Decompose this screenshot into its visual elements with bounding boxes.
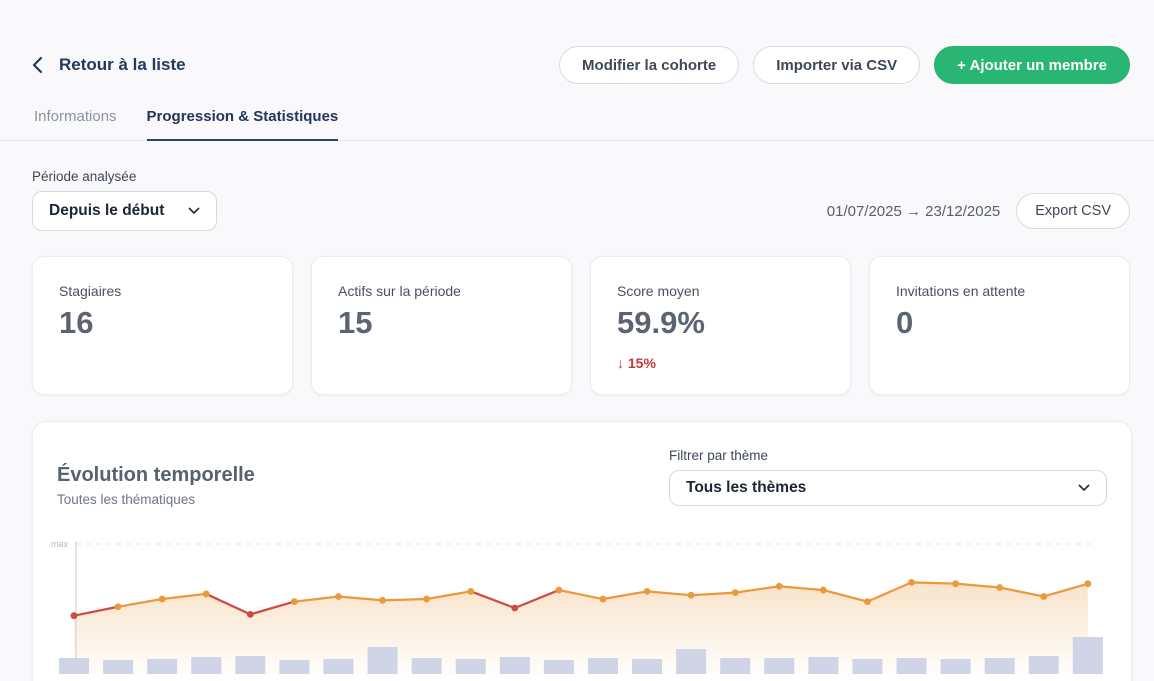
chart-point <box>115 603 122 610</box>
chart-bar <box>852 659 882 674</box>
chart-line-segment <box>383 599 427 600</box>
stat-delta-down: ↓ 15% <box>617 355 824 371</box>
stat-card-actifs: Actifs sur la période 15 <box>311 256 572 395</box>
chart-point <box>423 596 430 603</box>
chart-point <box>1040 593 1047 600</box>
chart-bar <box>500 657 530 674</box>
back-to-list-link[interactable]: Retour à la liste <box>32 55 186 75</box>
chart-point <box>71 612 78 619</box>
chart-bar <box>588 658 618 674</box>
period-select-value: Depuis le début <box>49 202 164 220</box>
chart-bar <box>412 658 442 674</box>
chart-point <box>644 588 651 595</box>
evolution-titles: Évolution temporelle Toutes les thématiq… <box>57 464 255 507</box>
edit-cohort-button[interactable]: Modifier la cohorte <box>559 46 739 84</box>
chart-bar <box>1073 637 1103 674</box>
chart-point <box>203 591 210 598</box>
chart-point <box>952 580 959 587</box>
chart-point <box>600 596 607 603</box>
evolution-chart-svg: max <box>33 534 1132 674</box>
evolution-header: Évolution temporelle Toutes les thématiq… <box>57 448 1107 507</box>
tab-bar: Informations Progression & Statistiques <box>0 108 1154 141</box>
chart-point <box>688 592 695 599</box>
evolution-card: Évolution temporelle Toutes les thématiq… <box>32 421 1132 681</box>
chart-bar <box>897 658 927 674</box>
stat-card-invitations: Invitations en attente 0 <box>869 256 1130 395</box>
period-field: Période analysée Depuis le début <box>32 169 217 231</box>
chevron-left-icon <box>32 56 43 74</box>
stat-card-score-moyen: Score moyen 59.9% ↓ 15% <box>590 256 851 395</box>
tab-progression-statistiques[interactable]: Progression & Statistiques <box>147 108 339 141</box>
chart-line-segment <box>912 582 956 583</box>
chart-bar <box>103 660 133 674</box>
chart-point <box>159 596 166 603</box>
header-actions: Modifier la cohorte Importer via CSV + A… <box>559 46 1130 84</box>
stat-value: 0 <box>896 305 1103 341</box>
chart-bar <box>632 659 662 674</box>
stat-label: Actifs sur la période <box>338 283 545 299</box>
import-csv-button[interactable]: Importer via CSV <box>753 46 920 84</box>
chart-point <box>1084 580 1091 587</box>
chart-point <box>908 579 915 586</box>
stat-card-stagiaires: Stagiaires 16 <box>32 256 293 395</box>
period-select[interactable]: Depuis le début <box>32 191 217 231</box>
chart-bar <box>279 660 309 674</box>
chart-bar <box>676 649 706 674</box>
chart-point <box>467 588 474 595</box>
y-max-label: max <box>51 539 69 549</box>
stat-label: Invitations en attente <box>896 283 1103 299</box>
add-member-button[interactable]: + Ajouter un membre <box>934 46 1130 84</box>
chart-point <box>511 605 518 612</box>
chart-bar <box>191 657 221 674</box>
chart-point <box>555 587 562 594</box>
chart-bar <box>985 658 1015 674</box>
stat-label: Stagiaires <box>59 283 266 299</box>
theme-filter-select[interactable]: Tous les thèmes <box>669 470 1107 506</box>
chart-bar <box>59 658 89 674</box>
chart-bar <box>235 656 265 674</box>
stats-row: Stagiaires 16 Actifs sur la période 15 S… <box>0 256 1154 395</box>
evolution-subtitle: Toutes les thématiques <box>57 492 255 507</box>
chart-bar <box>808 657 838 674</box>
stat-value: 16 <box>59 305 266 341</box>
period-row: Période analysée Depuis le début 01/07/2… <box>0 169 1154 231</box>
tab-informations[interactable]: Informations <box>34 108 117 141</box>
chart-bar <box>941 659 971 674</box>
topbar: Retour à la liste Modifier la cohorte Im… <box>0 0 1154 84</box>
theme-filter-label: Filtrer par thème <box>669 448 1107 463</box>
chart-point <box>820 587 827 594</box>
stat-label: Score moyen <box>617 283 824 299</box>
evolution-title: Évolution temporelle <box>57 464 255 487</box>
chart-bar <box>368 647 398 674</box>
chart-bar <box>323 659 353 674</box>
period-right-group: 01/07/2025 → 23/12/2025 Export CSV <box>827 193 1130 229</box>
chart-bar <box>456 659 486 674</box>
stat-value: 59.9% <box>617 305 824 341</box>
back-label: Retour à la liste <box>59 55 186 75</box>
chart-point <box>379 597 386 604</box>
chart-area-fill <box>74 582 1088 674</box>
chart-point <box>732 589 739 596</box>
chart-bar <box>147 659 177 674</box>
date-range: 01/07/2025 → 23/12/2025 <box>827 203 1000 220</box>
stat-value: 15 <box>338 305 545 341</box>
chevron-down-icon <box>1078 484 1090 492</box>
chart-bar <box>544 660 574 674</box>
chart-point <box>996 584 1003 591</box>
chart-bar <box>764 658 794 674</box>
chart-bar <box>720 658 750 674</box>
chart-point <box>247 611 254 618</box>
chart-point <box>864 598 871 605</box>
chart-point <box>776 583 783 590</box>
chart-bar <box>1029 656 1059 674</box>
period-label: Période analysée <box>32 169 217 184</box>
chart-point <box>335 593 342 600</box>
export-csv-button[interactable]: Export CSV <box>1016 193 1130 229</box>
theme-filter-field: Filtrer par thème Tous les thèmes <box>669 448 1107 506</box>
theme-filter-value: Tous les thèmes <box>686 479 806 497</box>
evolution-chart-area: max <box>33 534 1131 674</box>
chevron-down-icon <box>188 207 200 215</box>
chart-point <box>291 598 298 605</box>
